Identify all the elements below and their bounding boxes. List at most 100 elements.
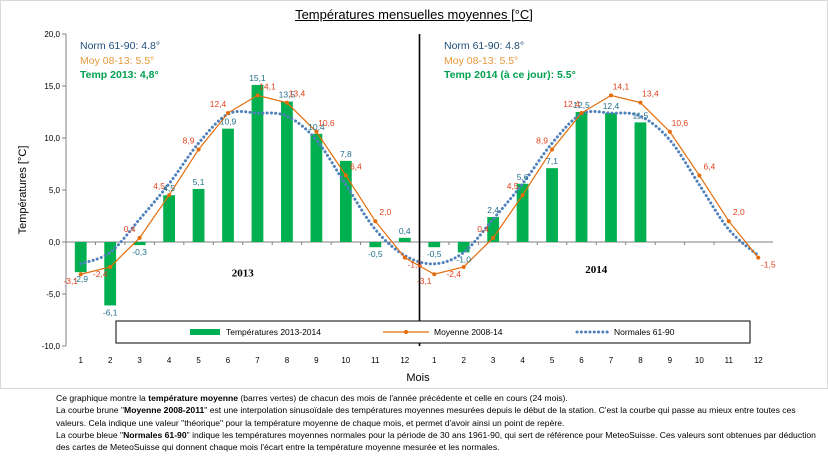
legend-label-normales: Normales 61-90 [614, 327, 675, 337]
bar-value-label: 0,4 [399, 226, 411, 236]
moyenne-point [491, 235, 496, 240]
temperature-bar [281, 101, 293, 242]
x-tick-label: 8 [285, 356, 290, 365]
bar-value-label: -6,1 [103, 307, 118, 317]
bar-value-label: 10,9 [220, 117, 237, 127]
moyenne-point [314, 129, 319, 134]
caption-p2-pre: La courbe brune " [56, 405, 125, 416]
moyenne-point [196, 147, 201, 152]
y-tick-label: 20,0 [44, 30, 60, 39]
moyenne-value-label: 13,4 [642, 89, 659, 99]
moyenne-value-label: 4,5 [153, 181, 165, 191]
temperature-bar [546, 168, 558, 242]
x-tick-label: 6 [226, 356, 231, 365]
moyenne-value-label: 2,0 [379, 207, 391, 217]
bar-value-label: 12,5 [573, 100, 590, 110]
bar-value-label: -1,0 [456, 254, 471, 264]
x-tick-label: 1 [432, 356, 437, 365]
moyenne-value-label: 14,1 [259, 81, 276, 91]
moyenne-value-label: 4,5 [507, 181, 519, 191]
temperature-bar [369, 242, 382, 248]
x-tick-label: 3 [491, 356, 496, 365]
x-tick-label: 6 [579, 356, 584, 365]
x-tick-label: 5 [196, 356, 201, 365]
moyenne-value-label: 8,9 [183, 135, 195, 145]
year-label-2013: 2013 [232, 267, 255, 279]
bar-value-label: 7,8 [340, 149, 352, 159]
bar-value-label: -0,5 [427, 249, 442, 259]
temperature-bar [516, 183, 529, 242]
caption-p1-post: (barres vertes) de chacun des mois de l'… [238, 393, 568, 403]
moyenne-value-label: -3,1 [63, 276, 78, 286]
y-tick-label: 0,0 [49, 238, 61, 247]
moyenne-point [167, 193, 172, 198]
bar-value-label: 15,1 [249, 73, 266, 83]
x-tick-label: 9 [668, 356, 673, 365]
caption-p3-post: " indique les températures moyennes norm… [56, 429, 816, 453]
caption-p2-bold: Moyenne 2008-2011 [124, 405, 205, 416]
legend-swatch-moyenne-point [404, 330, 408, 334]
bar-value-label: 2,4 [487, 205, 499, 215]
moyenne-point [550, 147, 555, 152]
moyenne-value-label: 6,4 [703, 161, 715, 171]
x-tick-label: 4 [520, 356, 525, 365]
caption-paragraph-3: La courbe bleue "Normales 61-90" indique… [56, 429, 826, 454]
moyenne-point [78, 272, 83, 277]
caption-paragraph-2: La courbe brune "Moyenne 2008-2011" est … [56, 404, 826, 429]
x-tick-label: 2 [461, 356, 466, 365]
moyenne-value-label: -2,4 [446, 269, 461, 279]
moyenne-point [108, 264, 113, 269]
temperature-bar [222, 128, 234, 242]
moyenne-value-label: 10,6 [672, 118, 689, 128]
info-temp-2014: Temp 2014 (à ce jour): 5.5° [444, 69, 576, 81]
x-tick-label: 12 [754, 356, 763, 365]
info-box-2013: Norm 61-90: 4.8° Moy 08-13: 5.5° Temp 20… [80, 39, 160, 83]
temperature-bar [251, 84, 264, 243]
y-tick-label: -5,0 [46, 290, 60, 299]
moyenne-point [608, 93, 613, 98]
temperature-bar [104, 242, 117, 306]
bar-value-label: 5,6 [517, 172, 529, 182]
info-moy-2013: Moy 08-13: 5.5° [80, 54, 155, 67]
caption-p1-pre: Ce graphique montre la [56, 393, 149, 403]
moyenne-value-label: 6,4 [350, 161, 362, 171]
moyenne-value-label: 12,4 [563, 99, 580, 109]
y-tick-label: 15,0 [44, 82, 60, 91]
legend-label-moyenne: Moyenne 2008-14 [434, 327, 503, 337]
bar-value-label: -0,3 [132, 247, 147, 257]
temperature-bar [634, 122, 647, 242]
bar-value-label: 13,5 [279, 90, 296, 100]
moyenne-point [226, 111, 231, 116]
moyenne-point [461, 264, 466, 269]
bar-value-label: 10,4 [308, 122, 325, 132]
bar-value-label: 4,5 [163, 183, 175, 193]
x-tick-label: 4 [167, 356, 172, 365]
moyenne-value-label: 0,4 [477, 224, 489, 234]
y-tick-label: 10,0 [44, 134, 60, 143]
temperature-bar [163, 195, 175, 242]
temperature-bar [428, 242, 441, 248]
temperature-bar [133, 242, 146, 246]
y-tick-label: -10,0 [42, 342, 61, 351]
caption-paragraph-1: Ce graphique montre la température moyen… [56, 392, 826, 404]
moyenne-point [402, 255, 407, 260]
moyenne-point [520, 193, 525, 198]
bar-value-label: 7,1 [546, 156, 558, 166]
temperature-bar [398, 237, 411, 242]
info-temp-2013: Temp 2013: 4,8° [80, 69, 159, 81]
moyenne-value-label: -2,4 [93, 269, 108, 279]
temperature-bar [339, 160, 352, 242]
temperature-bar [310, 133, 323, 242]
x-tick-label: 7 [255, 356, 260, 365]
caption-p3-bold: Normales 61-90 [123, 429, 187, 440]
x-tick-label: 8 [638, 356, 643, 365]
moyenne-point [343, 173, 348, 178]
moyenne-point [667, 129, 672, 134]
moyenne-point [137, 235, 142, 240]
temperature-bar [487, 217, 500, 242]
y-tick-label: 5,0 [49, 186, 61, 195]
moyenne-point [638, 100, 643, 105]
y-axis-title: Températures [°C] [17, 146, 29, 235]
normals-line [79, 109, 760, 266]
moyenne-point [255, 93, 260, 98]
